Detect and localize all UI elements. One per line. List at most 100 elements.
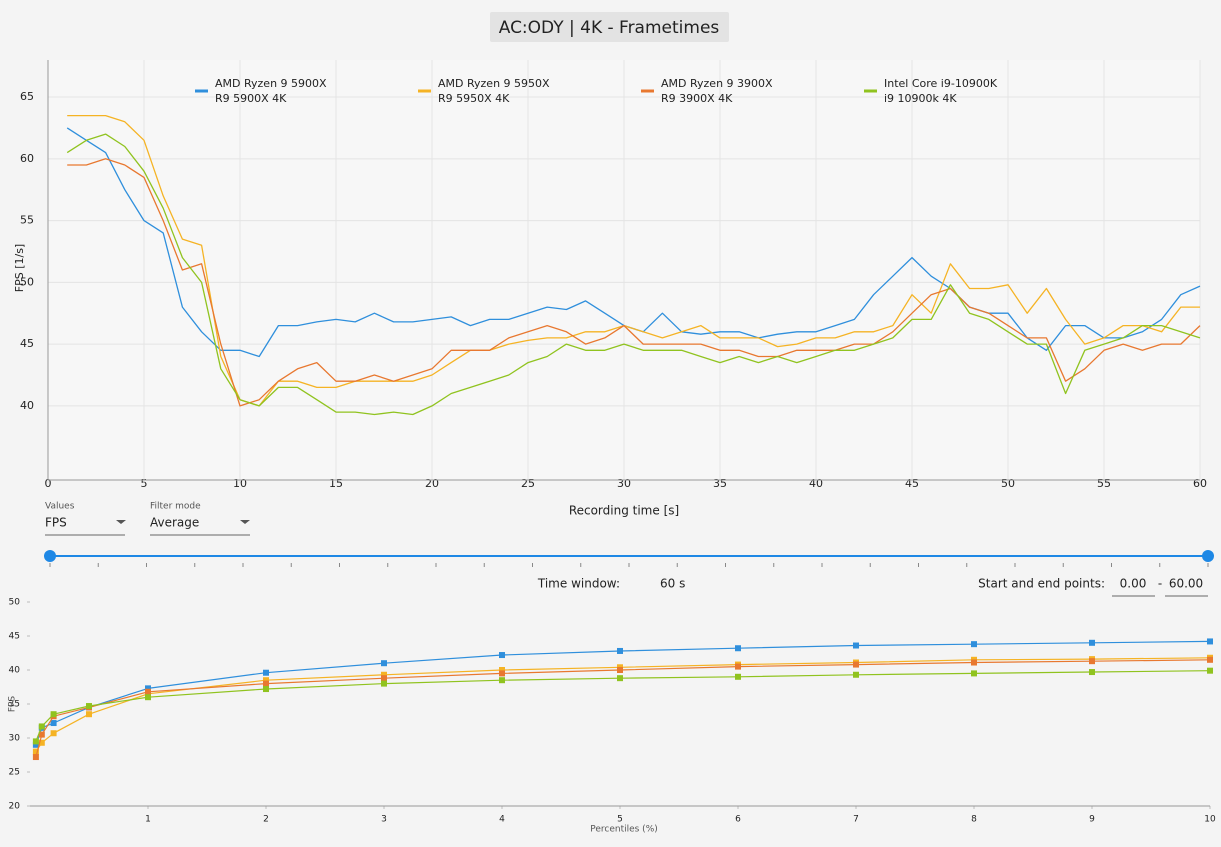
point-marker (145, 685, 151, 692)
series-line (35, 659, 1211, 758)
point-marker (38, 731, 45, 738)
y-tick-label: 50 (9, 598, 21, 608)
y-tick-label: 50 (20, 275, 34, 288)
point-marker (50, 730, 57, 737)
y-tick-label: 30 (9, 734, 21, 744)
x-tick-label: 4 (499, 815, 505, 825)
series-line (66, 133, 1201, 416)
point-marker (853, 642, 859, 649)
point-marker (735, 663, 741, 670)
y-tick-label: 25 (9, 768, 20, 778)
point-marker (381, 675, 387, 682)
point-marker (617, 647, 623, 654)
point-marker (499, 677, 505, 684)
point-marker (263, 669, 269, 676)
y-tick-label: 45 (9, 632, 20, 642)
point-marker (263, 680, 269, 687)
legend-label: AMD Ryzen 9 5900X (215, 77, 327, 90)
point-marker (32, 741, 39, 748)
values-dropdown[interactable]: FPS (45, 516, 67, 530)
point-marker (1089, 639, 1095, 646)
point-marker (50, 711, 57, 718)
slider-handle[interactable] (1202, 550, 1214, 562)
point-marker (32, 738, 39, 745)
point-marker (853, 671, 859, 678)
x-tick-label: 10 (1204, 815, 1216, 825)
point-marker (32, 754, 39, 761)
point-marker (1207, 638, 1213, 645)
point-marker (381, 671, 387, 678)
x-tick-label: 2 (263, 815, 269, 825)
point-marker (1089, 658, 1095, 665)
x-tick-label: 5 (141, 477, 148, 490)
dropdown-arrow[interactable] (240, 520, 250, 524)
x-axis-label: Recording time [s] (569, 504, 679, 518)
point-marker (1207, 656, 1213, 663)
y-tick-label: 35 (9, 700, 20, 710)
point-marker (971, 641, 977, 648)
start-point-input[interactable]: 0.00 (1120, 577, 1147, 591)
point-marker (381, 660, 387, 667)
y-tick-label: 45 (20, 337, 34, 350)
legend-label: Intel Core i9-10900K (884, 77, 998, 90)
filter-dropdown[interactable]: Average (150, 516, 199, 530)
x-tick-label: 8 (971, 815, 977, 825)
end-point-input[interactable]: 60.00 (1169, 577, 1203, 591)
point-marker (38, 723, 45, 730)
filter-label: Filter mode (150, 502, 201, 512)
x-tick-label: 9 (1089, 815, 1095, 825)
dropdown-arrow[interactable] (116, 520, 126, 524)
point-marker (853, 661, 859, 668)
x-tick-label: 6 (735, 815, 741, 825)
y-tick-label: 60 (20, 152, 34, 165)
point-marker (145, 694, 151, 701)
points-label: Start and end points: (978, 577, 1105, 591)
point-marker (263, 677, 269, 684)
point-marker (145, 688, 151, 695)
point-marker (86, 703, 92, 710)
y-axis-label: FPS (8, 696, 18, 713)
y-axis-label: FPS [1/s] (13, 244, 26, 292)
point-marker (617, 675, 623, 682)
point-marker (499, 670, 505, 677)
values-label: Values (45, 502, 75, 512)
y-tick-label: 55 (20, 214, 34, 227)
x-tick-label: 5 (617, 815, 623, 825)
point-marker (263, 686, 269, 693)
slider-ticks (49, 563, 1209, 567)
series-line (67, 158, 1201, 407)
point-marker (86, 711, 92, 718)
point-marker (617, 667, 623, 673)
title-box (490, 12, 729, 42)
legend-detail: R9 3900X 4K (661, 92, 733, 105)
x-tick-label: 1 (145, 815, 151, 825)
points-separator: - (1158, 577, 1162, 591)
legend-detail: R9 5950X 4K (438, 92, 510, 105)
point-marker (381, 680, 387, 687)
point-marker (735, 673, 741, 680)
point-marker (735, 645, 741, 652)
time-window-label: Time window: (537, 577, 620, 591)
y-tick-label: 40 (9, 666, 21, 676)
x-tick-label: 7 (853, 815, 859, 825)
series-line (35, 670, 1211, 742)
time-window-value: 60 s (660, 577, 685, 591)
point-marker (499, 667, 505, 673)
point-marker (50, 720, 57, 727)
slider-handle[interactable] (44, 550, 56, 562)
point-marker (1207, 667, 1213, 674)
x-tick-label: 0 (45, 477, 52, 490)
y-tick-label: 40 (20, 399, 34, 412)
point-marker (971, 670, 977, 677)
legend-detail: R9 5900X 4K (215, 92, 287, 105)
point-marker (1089, 669, 1095, 676)
point-marker (38, 739, 45, 746)
point-marker (32, 748, 39, 755)
legend-label: AMD Ryzen 9 3900X (661, 77, 773, 90)
y-tick-label: 20 (9, 802, 21, 812)
point-marker (499, 652, 505, 659)
legend-detail: i9 10900k 4K (884, 92, 957, 105)
x-axis-label: Percentiles (%) (590, 825, 658, 835)
